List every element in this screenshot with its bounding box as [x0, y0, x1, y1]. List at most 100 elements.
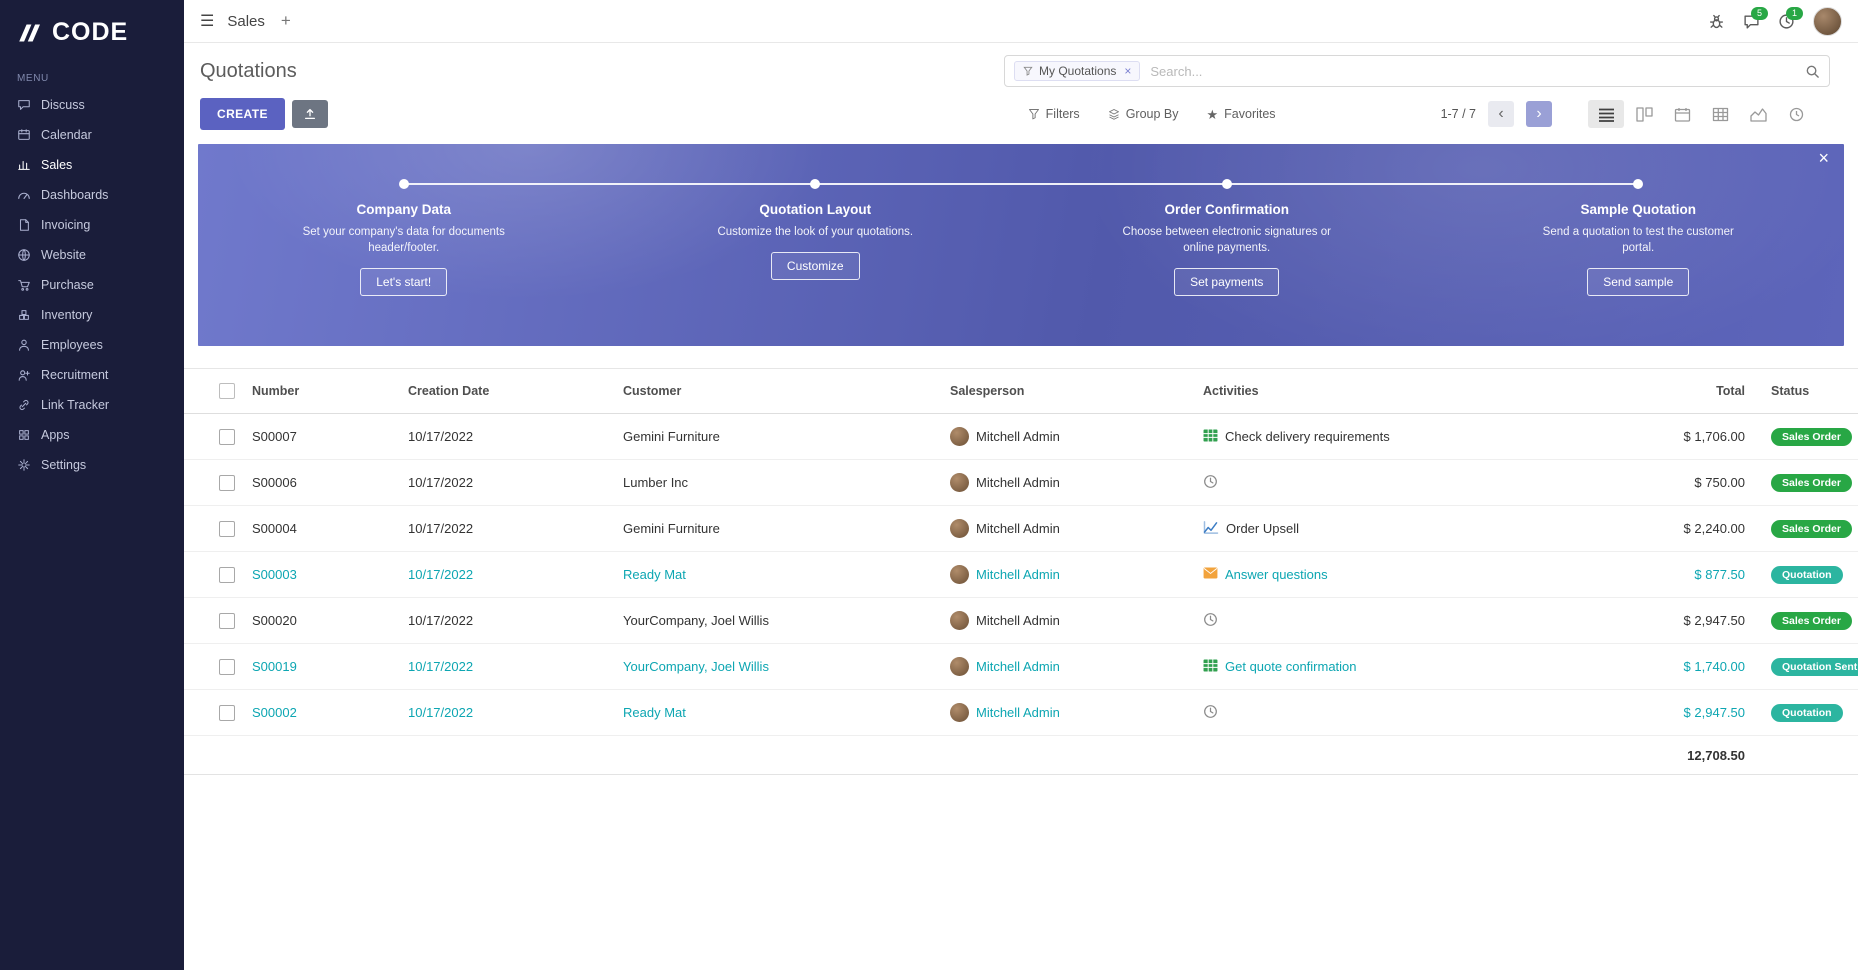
cell-total: $ 2,947.50	[1683, 705, 1745, 720]
kanban-view-button[interactable]	[1626, 100, 1662, 128]
graph-view-button[interactable]	[1740, 100, 1776, 128]
activities-badge: 1	[1786, 6, 1803, 20]
sidebar-item-recruitment[interactable]: Recruitment	[0, 360, 184, 390]
search-icon[interactable]	[1805, 64, 1820, 79]
list-view-icon	[1598, 108, 1614, 122]
line-chart-icon	[1203, 520, 1219, 537]
current-app-name[interactable]: Sales	[227, 12, 265, 30]
group-by-label: Group By	[1125, 107, 1179, 121]
header-customer[interactable]: Customer	[623, 384, 682, 398]
sidebar-item-employees[interactable]: Employees	[0, 330, 184, 360]
salesperson-name: Mitchell Admin	[976, 659, 1060, 674]
header-status[interactable]: Status	[1771, 384, 1810, 398]
search-facet[interactable]: My Quotations ×	[1014, 61, 1141, 81]
cell-salesperson: Mitchell Admin	[950, 565, 1203, 584]
sidebar-item-inventory[interactable]: Inventory	[0, 300, 184, 330]
sidebar-item-settings[interactable]: Settings	[0, 450, 184, 480]
header-number[interactable]: Number	[252, 384, 300, 398]
pager-prev-button[interactable]: ‹	[1488, 101, 1514, 127]
cell-status: Sales Order	[1755, 519, 1858, 538]
plus-icon[interactable]: +	[280, 11, 291, 30]
sidebar-item-dashboards[interactable]: Dashboards	[0, 180, 184, 210]
sidebar-item-apps[interactable]: Apps	[0, 420, 184, 450]
sidebar-item-purchase[interactable]: Purchase	[0, 270, 184, 300]
salesperson-name: Mitchell Admin	[976, 521, 1060, 536]
cell-activities[interactable]: Order Upsell	[1203, 520, 1548, 537]
header-total[interactable]: Total	[1716, 384, 1745, 398]
row-checkbox[interactable]	[219, 474, 235, 491]
cell-activities[interactable]	[1203, 704, 1548, 722]
sidebar-item-calendar[interactable]: Calendar	[0, 120, 184, 150]
app-logo[interactable]: CODE	[0, 0, 184, 61]
table-row[interactable]: S00002 10/17/2022 Ready Mat Mitchell Adm…	[184, 690, 1858, 736]
sidebar-item-discuss[interactable]: Discuss	[0, 90, 184, 120]
facet-remove-icon[interactable]: ×	[1124, 64, 1132, 78]
step-title: Sample Quotation	[1580, 202, 1696, 217]
step-dot	[398, 179, 409, 189]
upload-button[interactable]	[291, 100, 328, 128]
globe-icon	[17, 248, 31, 262]
sidebar-item-website[interactable]: Website	[0, 240, 184, 270]
table-row[interactable]: S00004 10/17/2022 Gemini Furniture Mitch…	[184, 506, 1858, 552]
cell-customer: Ready Mat	[623, 567, 686, 582]
group-by-button[interactable]: Group By	[1108, 107, 1179, 121]
table-row[interactable]: S00020 10/17/2022 YourCompany, Joel Will…	[184, 598, 1858, 644]
pager-next-button[interactable]: ›	[1526, 101, 1552, 127]
select-all-checkbox[interactable]	[219, 383, 235, 399]
user-avatar[interactable]	[1813, 6, 1842, 36]
salesperson-avatar	[950, 703, 969, 722]
customize-button[interactable]: Customize	[770, 252, 860, 281]
table-row[interactable]: S00019 10/17/2022 YourCompany, Joel Will…	[184, 644, 1858, 690]
activity-view-button[interactable]	[1778, 100, 1814, 128]
salesperson-avatar	[950, 427, 969, 446]
cell-customer: Ready Mat	[623, 705, 686, 720]
salesperson-name: Mitchell Admin	[976, 613, 1060, 628]
row-checkbox[interactable]	[219, 658, 235, 675]
row-checkbox[interactable]	[219, 704, 235, 721]
close-icon[interactable]: ×	[1818, 148, 1829, 168]
calendar-view-button[interactable]	[1664, 100, 1700, 128]
pivot-view-button[interactable]	[1702, 100, 1738, 128]
cell-activities[interactable]	[1203, 474, 1548, 492]
sidebar-item-invoicing[interactable]: Invoicing	[0, 210, 184, 240]
table-row[interactable]: S00006 10/17/2022 Lumber Inc Mitchell Ad…	[184, 460, 1858, 506]
bug-icon[interactable]	[1708, 13, 1725, 30]
cart-icon	[17, 278, 31, 292]
search-bar[interactable]: My Quotations ×	[1004, 55, 1830, 87]
header-activities[interactable]: Activities	[1203, 384, 1259, 398]
activities-clock-icon[interactable]: 1	[1778, 6, 1803, 30]
header-creation-date[interactable]: Creation Date	[408, 384, 490, 398]
list-view-button[interactable]	[1588, 100, 1624, 128]
document-icon	[17, 218, 31, 232]
cell-activities[interactable]: Answer questions	[1203, 567, 1548, 582]
row-checkbox[interactable]	[219, 566, 235, 583]
chat-icon	[17, 98, 31, 112]
row-checkbox[interactable]	[219, 520, 235, 537]
cell-activities[interactable]: Check delivery requirements	[1203, 428, 1548, 445]
cell-salesperson: Mitchell Admin	[950, 611, 1203, 630]
cell-total: $ 1,740.00	[1683, 659, 1745, 674]
cell-salesperson: Mitchell Admin	[950, 519, 1203, 538]
row-checkbox[interactable]	[219, 428, 235, 445]
create-button[interactable]: CREATE	[200, 98, 285, 130]
row-checkbox[interactable]	[219, 612, 235, 629]
clock-icon	[1203, 704, 1218, 722]
filters-button[interactable]: Filters	[1028, 107, 1080, 121]
set-payments-button[interactable]: Set payments	[1174, 268, 1280, 297]
favorites-button[interactable]: ★ Favorites	[1207, 107, 1276, 121]
table-row[interactable]: S00007 10/17/2022 Gemini Furniture Mitch…	[184, 414, 1858, 460]
lets-start-button[interactable]: Let's start!	[360, 268, 448, 297]
table-row[interactable]: S00003 10/17/2022 Ready Mat Mitchell Adm…	[184, 552, 1858, 598]
header-salesperson[interactable]: Salesperson	[950, 384, 1025, 398]
cell-activities[interactable]	[1203, 612, 1548, 630]
sidebar-item-link-tracker[interactable]: Link Tracker	[0, 390, 184, 420]
send-sample-button[interactable]: Send sample	[1587, 268, 1690, 297]
menu-icon[interactable]: ☰	[200, 13, 215, 30]
spreadsheet-icon	[1203, 428, 1218, 445]
search-input[interactable]	[1148, 62, 1797, 80]
cell-activities[interactable]: Get quote confirmation	[1203, 658, 1548, 675]
cell-salesperson: Mitchell Admin	[950, 703, 1203, 722]
messages-icon[interactable]: 5	[1743, 6, 1768, 30]
sidebar-item-sales[interactable]: Sales	[0, 150, 184, 180]
upload-icon	[304, 108, 315, 120]
